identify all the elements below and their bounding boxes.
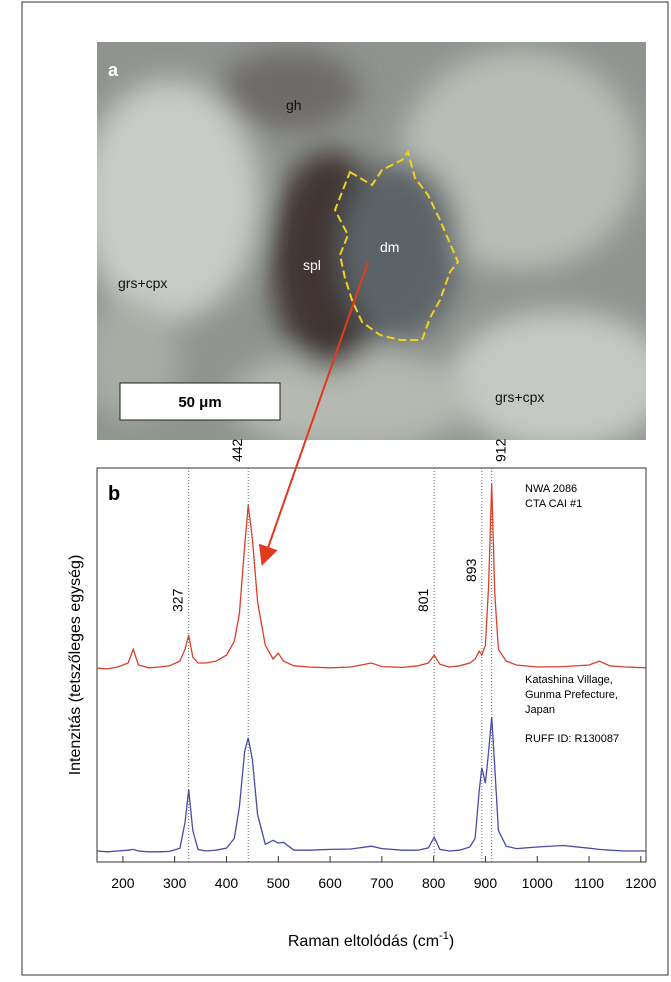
x-axis-label: Raman eltolódás (cm-1) <box>288 930 454 950</box>
series-label: Katashina Village, <box>525 674 613 686</box>
x-tick-label: 800 <box>422 875 446 891</box>
x-axis-label-part: Raman eltolódás (cm <box>288 933 439 950</box>
figure: a gh spl dm grs+cpx grs+cpx 50 μm b Inte… <box>0 0 671 977</box>
x-axis-label-sup: -1 <box>439 930 449 942</box>
x-axis-label-part: ) <box>449 933 454 950</box>
x-tick-label: 600 <box>318 875 342 891</box>
photo-label: dm <box>380 239 399 255</box>
plot-area <box>97 468 646 862</box>
x-tick-label: 400 <box>215 875 239 891</box>
series-label: RUFF ID: R130087 <box>525 733 619 745</box>
panel-label: a <box>108 60 119 80</box>
series-label: Japan <box>525 704 555 716</box>
series-label: Gunma Prefecture, <box>525 689 618 701</box>
x-tick-label: 1000 <box>522 875 553 891</box>
x-tick-label: 500 <box>267 875 291 891</box>
x-tick-label: 900 <box>474 875 498 891</box>
x-tick-label: 200 <box>111 875 135 891</box>
x-tick-label: 1100 <box>574 875 604 891</box>
y-axis-label: Intenzitás (tetszőleges egység) <box>67 555 84 776</box>
panel-label: b <box>108 483 120 505</box>
peak-label: 893 <box>463 558 479 582</box>
photo-label: grs+cpx <box>118 275 167 291</box>
peak-label: 912 <box>493 438 509 462</box>
x-tick-label: 300 <box>163 875 187 891</box>
photo-label: spl <box>303 257 321 273</box>
series-label: NWA 2086 <box>525 483 577 495</box>
series-label: CTA CAI #1 <box>525 498 582 510</box>
x-tick-label: 1200 <box>625 875 656 891</box>
x-tick-label: 700 <box>370 875 394 891</box>
peak-label: 327 <box>170 588 186 612</box>
peak-label: 801 <box>415 588 431 612</box>
photo-label: grs+cpx <box>495 389 544 405</box>
scale-label: 50 μm <box>178 394 221 411</box>
page: {"photo": {"panel": "a", "labels": ["gh"… <box>0 0 671 982</box>
photo-label: gh <box>286 97 302 113</box>
peak-label: 442 <box>229 438 245 462</box>
